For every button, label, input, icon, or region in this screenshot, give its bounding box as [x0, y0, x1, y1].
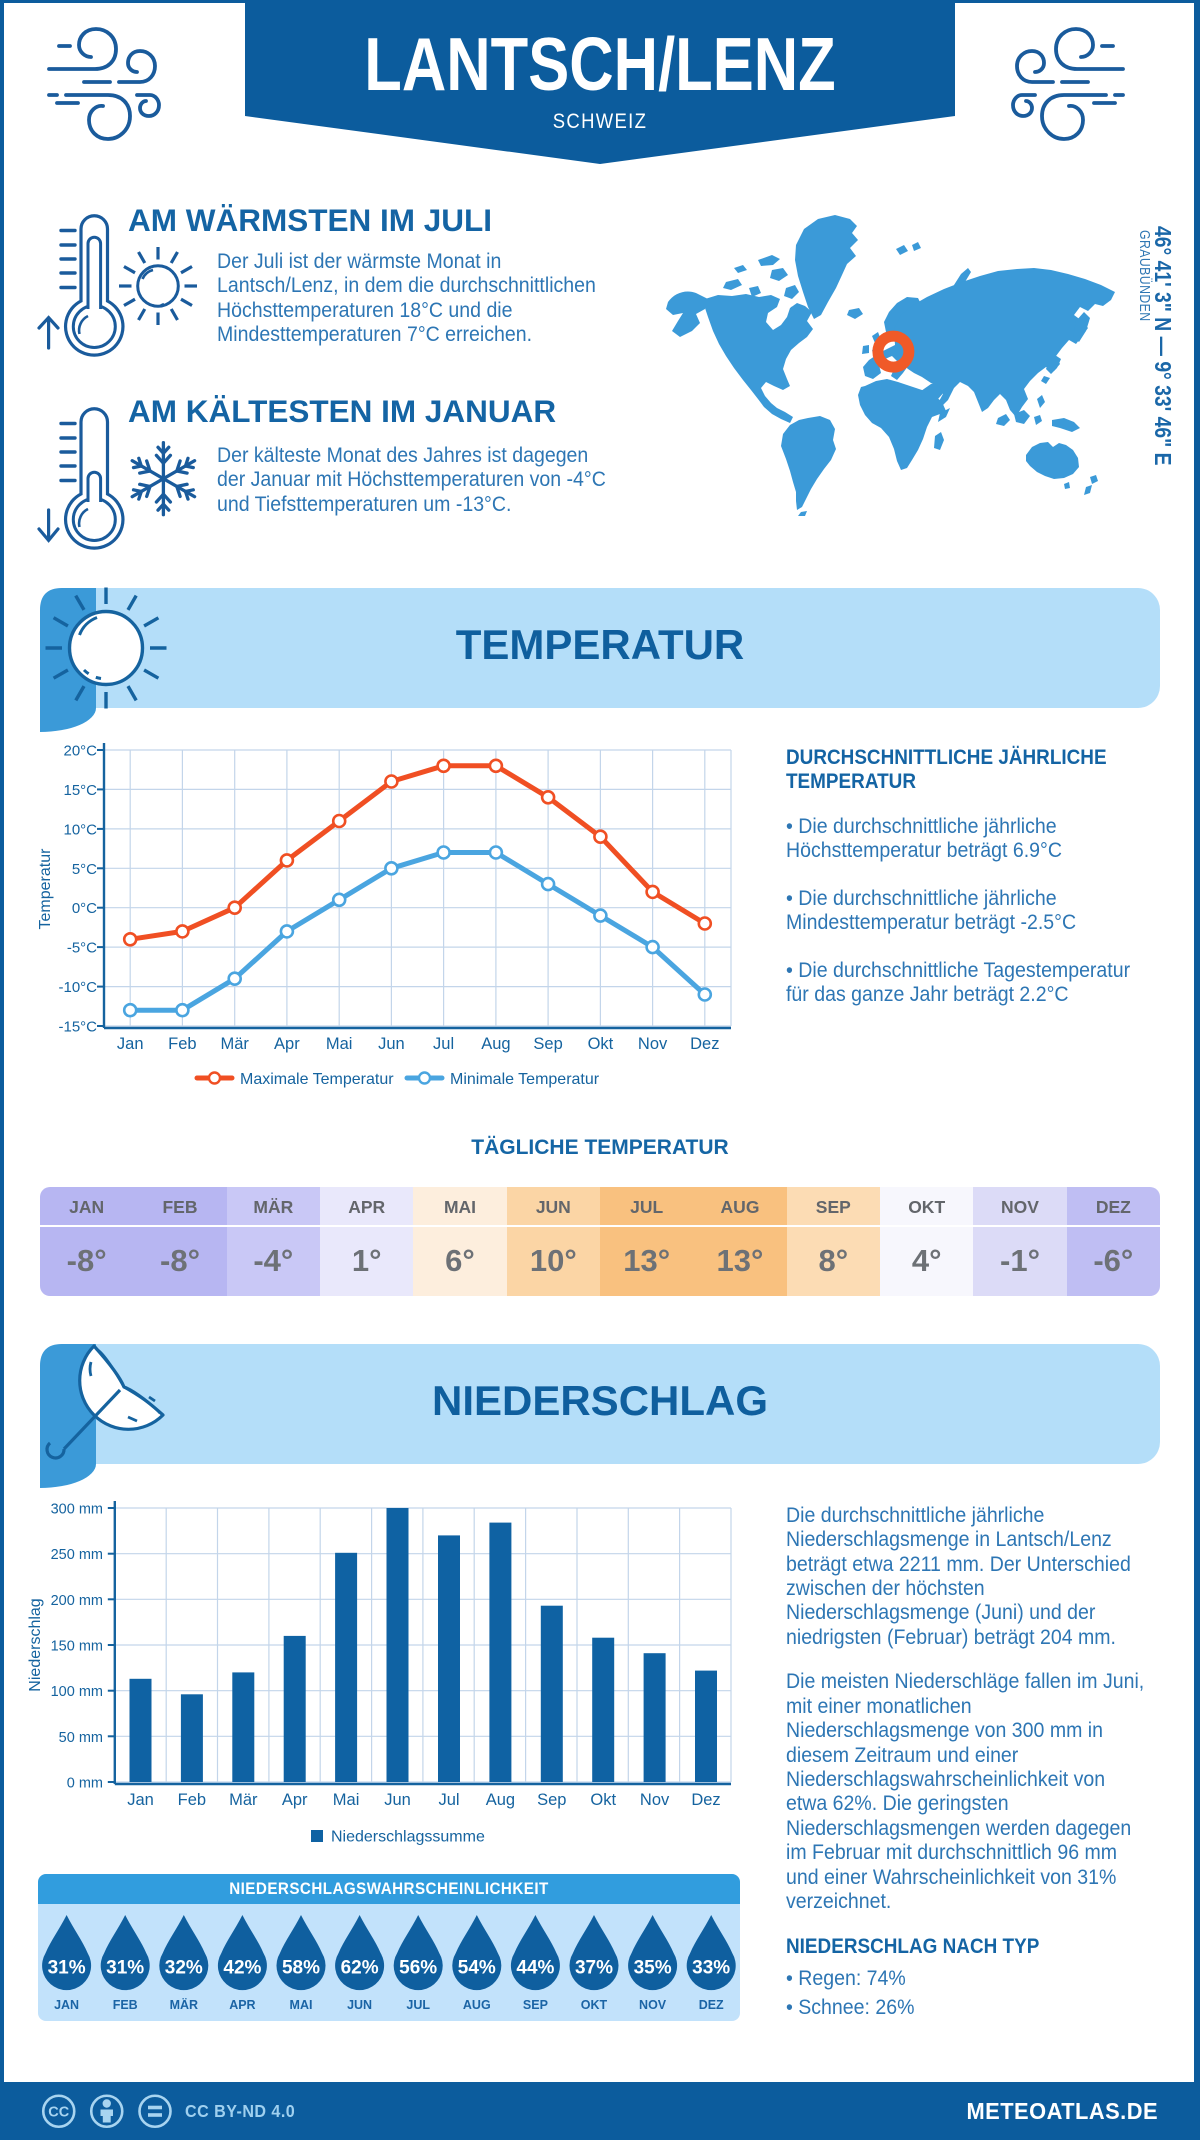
- svg-text:62%: 62%: [341, 1958, 379, 1979]
- svg-text:Jul: Jul: [433, 1035, 454, 1053]
- svg-text:Okt: Okt: [590, 1791, 616, 1809]
- svg-text:Okt: Okt: [588, 1035, 614, 1053]
- svg-text:Jan: Jan: [117, 1035, 144, 1053]
- svg-text:SEP: SEP: [523, 1998, 548, 2012]
- svg-text:AUG: AUG: [463, 1998, 491, 2012]
- svg-text:Jun: Jun: [384, 1791, 411, 1809]
- svg-text:Mai: Mai: [333, 1791, 360, 1809]
- svg-text:Aug: Aug: [481, 1035, 510, 1053]
- svg-text:MÄR: MÄR: [170, 1997, 198, 2012]
- svg-text:150 mm: 150 mm: [51, 1639, 103, 1655]
- svg-text:Apr: Apr: [282, 1791, 308, 1809]
- svg-text:Temperatur: Temperatur: [37, 848, 54, 930]
- svg-text:31%: 31%: [106, 1958, 144, 1979]
- svg-text:JAN: JAN: [54, 1998, 79, 2012]
- svg-text:Jan: Jan: [127, 1791, 154, 1809]
- svg-text:Mär: Mär: [220, 1035, 249, 1053]
- svg-text:300 mm: 300 mm: [51, 1502, 103, 1518]
- svg-text:Nov: Nov: [638, 1035, 668, 1053]
- svg-text:Jul: Jul: [438, 1791, 459, 1809]
- svg-text:NOV: NOV: [639, 1998, 667, 2012]
- svg-text:5°C: 5°C: [72, 861, 97, 878]
- svg-text:Sep: Sep: [533, 1035, 562, 1053]
- svg-text:15°C: 15°C: [63, 782, 97, 799]
- svg-text:Mai: Mai: [326, 1035, 353, 1053]
- svg-text:Dez: Dez: [691, 1791, 720, 1809]
- svg-text:42%: 42%: [223, 1958, 261, 1979]
- svg-text:Niederschlag: Niederschlag: [27, 1598, 44, 1691]
- svg-text:Niederschlagssumme: Niederschlagssumme: [331, 1829, 485, 1846]
- svg-text:Maximale Temperatur: Maximale Temperatur: [240, 1071, 394, 1088]
- svg-text:54%: 54%: [458, 1958, 496, 1979]
- svg-text:58%: 58%: [282, 1958, 320, 1979]
- svg-text:OKT: OKT: [581, 1998, 608, 2012]
- svg-text:-10°C: -10°C: [58, 979, 97, 996]
- svg-text:JUN: JUN: [347, 1998, 372, 2012]
- svg-text:MAI: MAI: [290, 1998, 313, 2012]
- svg-text:33%: 33%: [692, 1958, 730, 1979]
- svg-text:Feb: Feb: [168, 1035, 196, 1053]
- svg-text:250 mm: 250 mm: [51, 1547, 103, 1563]
- svg-text:37%: 37%: [575, 1958, 613, 1979]
- svg-text:0°C: 0°C: [72, 900, 97, 917]
- svg-text:200 mm: 200 mm: [51, 1593, 103, 1609]
- svg-text:31%: 31%: [48, 1958, 86, 1979]
- svg-text:JUL: JUL: [406, 1998, 430, 2012]
- svg-text:0 mm: 0 mm: [67, 1776, 103, 1792]
- svg-text:Sep: Sep: [537, 1791, 566, 1809]
- svg-text:-15°C: -15°C: [58, 1019, 97, 1036]
- svg-text:32%: 32%: [165, 1958, 203, 1979]
- svg-text:Feb: Feb: [178, 1791, 206, 1809]
- svg-text:35%: 35%: [634, 1958, 672, 1979]
- svg-text:10°C: 10°C: [63, 821, 97, 838]
- svg-text:20°C: 20°C: [63, 743, 97, 760]
- svg-text:Dez: Dez: [690, 1035, 719, 1053]
- svg-text:FEB: FEB: [113, 1998, 138, 2012]
- svg-text:100 mm: 100 mm: [51, 1684, 103, 1700]
- svg-text:Aug: Aug: [486, 1791, 515, 1809]
- svg-text:DEZ: DEZ: [699, 1998, 724, 2012]
- svg-text:Mär: Mär: [229, 1791, 258, 1809]
- svg-text:-5°C: -5°C: [67, 940, 97, 957]
- svg-text:Nov: Nov: [640, 1791, 670, 1809]
- svg-text:Apr: Apr: [274, 1035, 300, 1053]
- svg-text:CC: CC: [48, 2105, 69, 2121]
- svg-text:Minimale Temperatur: Minimale Temperatur: [450, 1071, 600, 1088]
- svg-text:50 mm: 50 mm: [59, 1730, 103, 1746]
- svg-text:56%: 56%: [399, 1958, 437, 1979]
- svg-text:APR: APR: [229, 1998, 255, 2012]
- svg-text:Jun: Jun: [378, 1035, 405, 1053]
- svg-text:44%: 44%: [516, 1958, 554, 1979]
